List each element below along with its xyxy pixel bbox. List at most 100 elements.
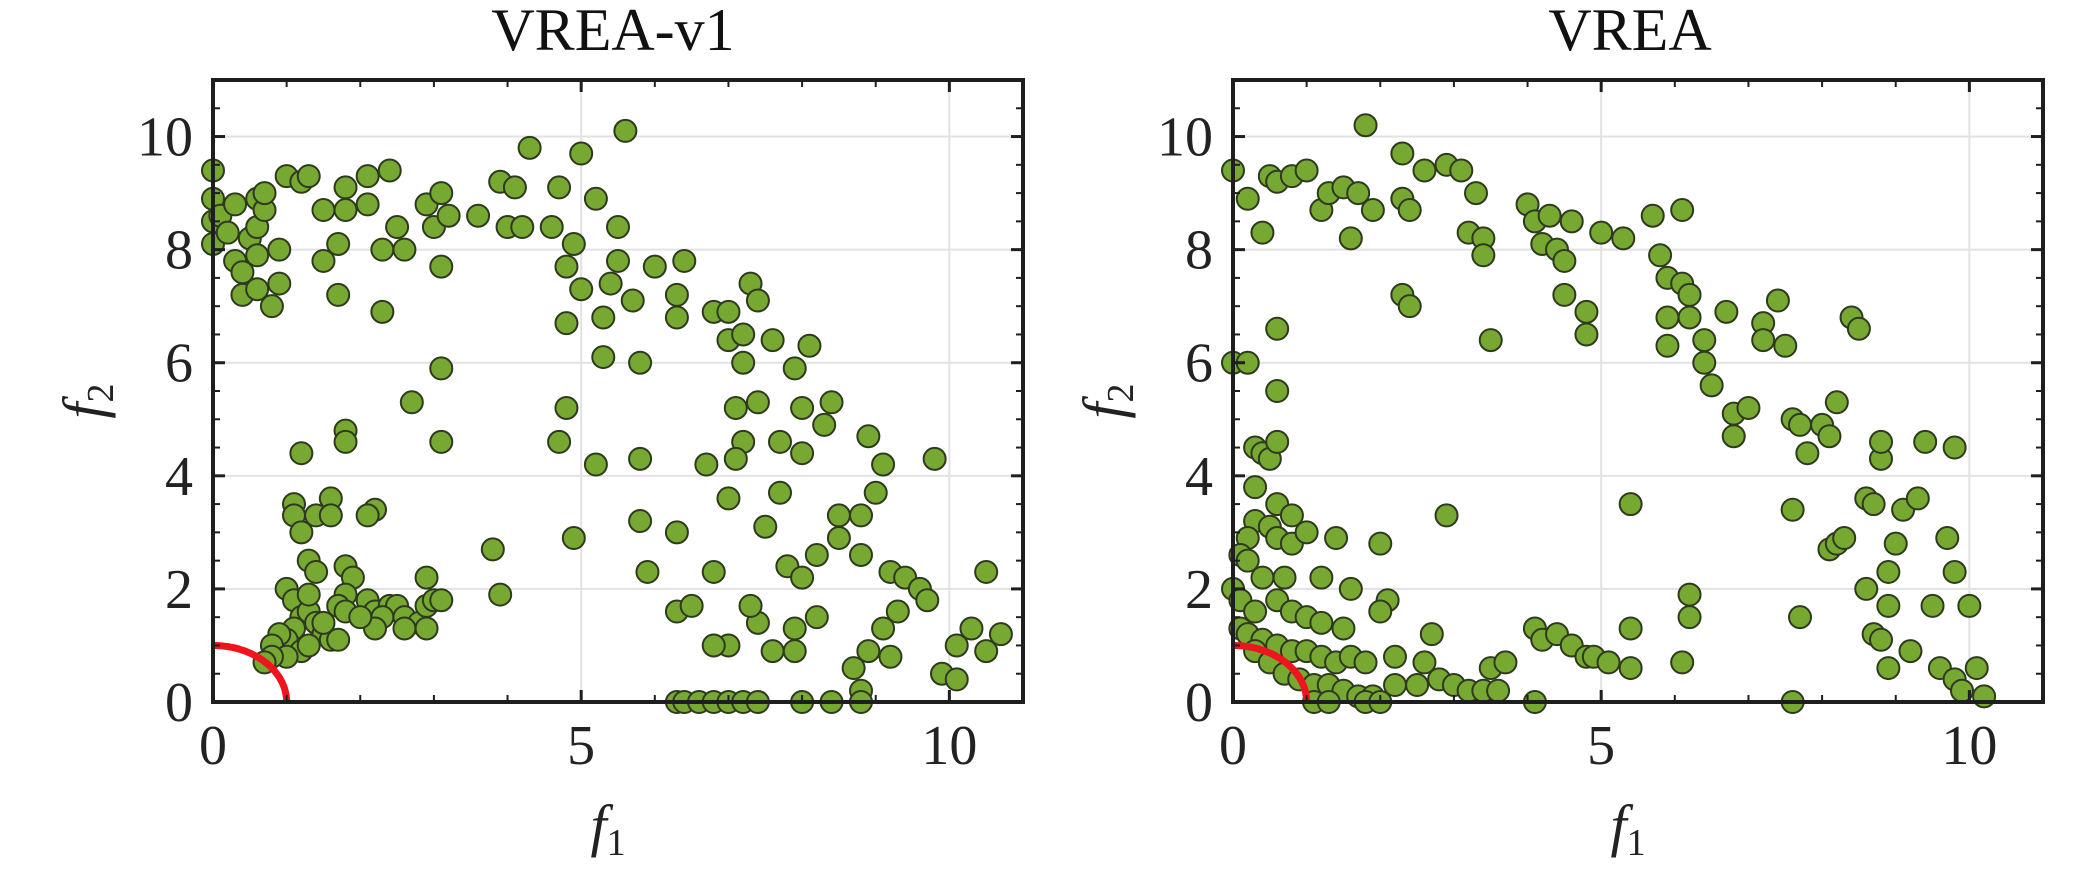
data-point <box>385 215 410 240</box>
y-tick-label: 6 <box>1185 333 1213 395</box>
data-point <box>1788 605 1812 630</box>
data-point <box>768 429 792 454</box>
data-point <box>1574 322 1599 347</box>
data-point <box>1920 593 1945 618</box>
data-point <box>1692 328 1717 353</box>
data-point <box>738 593 763 618</box>
data-point <box>768 480 792 505</box>
data-point <box>539 215 564 240</box>
data-point <box>723 395 748 420</box>
data-point <box>804 605 829 630</box>
x-tick-label: 5 <box>1587 715 1615 777</box>
x-tick-label: 10 <box>921 715 977 777</box>
data-point <box>1736 395 1761 420</box>
data-point <box>547 429 572 454</box>
data-point <box>1243 475 1268 500</box>
data-point <box>1618 616 1643 641</box>
y-tick-label: 10 <box>137 107 193 169</box>
data-point <box>1449 158 1474 183</box>
chart-title: VREA <box>1548 0 1711 63</box>
data-point <box>1405 673 1430 698</box>
data-point <box>1942 435 1967 460</box>
data-point <box>723 446 748 471</box>
data-point <box>797 333 822 358</box>
data-point <box>1655 333 1680 358</box>
data-point <box>885 599 910 624</box>
plot-panel-vrea-v1: VREA-v1 0 5 10 0 2 4 6 8 10 f1 f2 <box>51 0 1025 864</box>
data-point <box>944 633 969 658</box>
data-point <box>355 503 380 528</box>
y-tick-label: 8 <box>1185 220 1213 282</box>
data-point <box>1353 113 1378 138</box>
data-point <box>1368 599 1393 624</box>
data-point <box>554 395 579 420</box>
data-point <box>790 395 815 420</box>
data-point <box>1243 599 1268 624</box>
data-point <box>1265 379 1290 403</box>
data-point <box>267 271 292 296</box>
data-point <box>1346 181 1371 206</box>
data-point <box>1464 181 1488 206</box>
data-point <box>1368 531 1393 556</box>
data-point <box>1390 141 1415 166</box>
data-point <box>429 588 454 613</box>
data-point <box>664 520 689 545</box>
data-point <box>878 644 903 669</box>
data-point <box>1493 650 1518 675</box>
data-point <box>1419 622 1444 647</box>
data-point <box>812 412 837 437</box>
data-point <box>326 231 351 256</box>
data-point <box>333 175 358 200</box>
data-point <box>701 633 726 658</box>
data-point <box>1618 492 1643 517</box>
data-point <box>1478 328 1503 353</box>
data-point <box>1309 610 1334 635</box>
data-point <box>760 639 785 664</box>
x-tick-label: 5 <box>567 715 595 777</box>
data-point <box>547 175 572 200</box>
data-point <box>1338 576 1363 601</box>
data-point <box>1876 656 1901 681</box>
data-point <box>436 203 461 228</box>
data-point <box>583 186 608 211</box>
data-point <box>1780 497 1805 522</box>
data-point <box>1434 503 1459 528</box>
data-point <box>635 559 660 584</box>
data-point <box>1279 503 1304 528</box>
data-point <box>480 537 505 562</box>
data-point <box>1854 576 1879 601</box>
data-point <box>1765 288 1790 313</box>
data-point <box>561 231 586 256</box>
data-point <box>1397 294 1422 319</box>
data-point <box>790 441 815 466</box>
data-point <box>1905 486 1930 511</box>
data-point <box>510 215 535 240</box>
data-point <box>849 503 873 528</box>
data-point <box>355 164 380 189</box>
data-point <box>1913 429 1938 454</box>
data-point <box>1677 282 1702 307</box>
data-point <box>466 203 491 228</box>
data-point <box>782 616 807 641</box>
data-point <box>716 299 741 324</box>
data-point <box>502 175 527 200</box>
data-point <box>974 639 999 664</box>
data-point <box>1935 526 1960 551</box>
y-tick-label: 4 <box>1185 446 1213 508</box>
data-point <box>318 503 343 528</box>
data-point <box>863 480 888 505</box>
data-point <box>922 446 947 471</box>
data-point <box>1412 158 1437 183</box>
data-point <box>1957 593 1982 618</box>
data-point <box>569 141 594 166</box>
data-point <box>1559 209 1584 234</box>
data-point <box>613 118 638 143</box>
data-point <box>311 610 336 635</box>
data-point <box>311 198 336 223</box>
data-point <box>1817 424 1842 449</box>
data-point <box>1972 684 1997 709</box>
data-point <box>1338 226 1363 251</box>
y-tick-label: 10 <box>1157 107 1213 169</box>
data-point <box>1250 565 1275 590</box>
data-point <box>1360 198 1385 223</box>
